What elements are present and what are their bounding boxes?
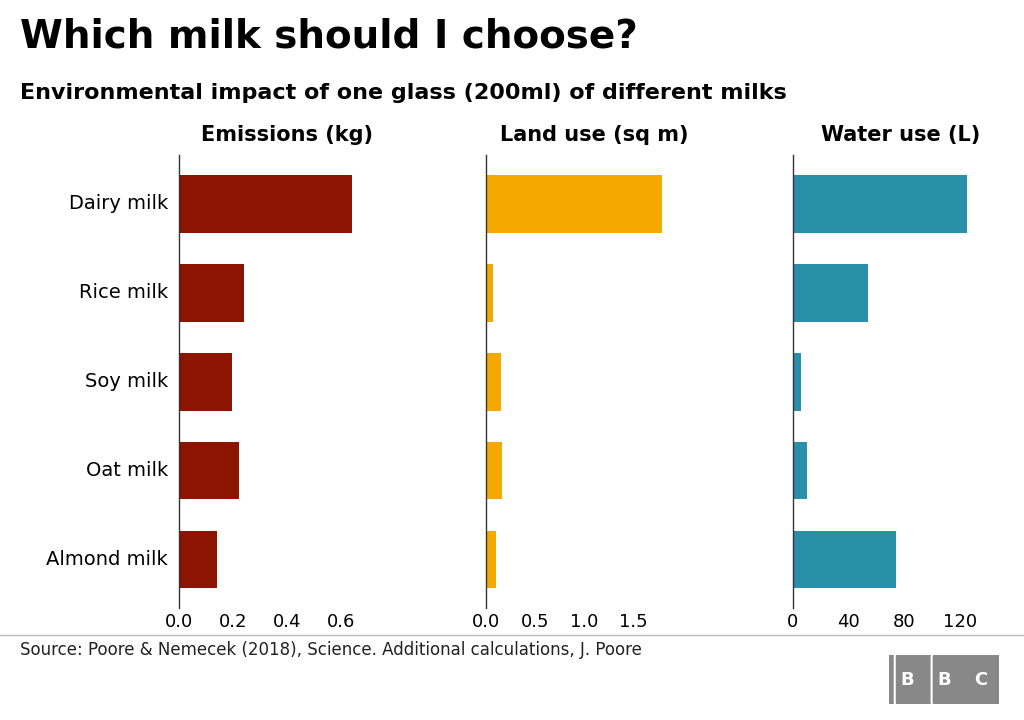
Text: Which milk should I choose?: Which milk should I choose?: [20, 18, 638, 56]
Bar: [486, 264, 493, 322]
Bar: [793, 175, 967, 233]
Text: Environmental impact of one glass (200ml) of different milks: Environmental impact of one glass (200ml…: [20, 83, 787, 103]
Bar: [793, 531, 896, 588]
Bar: [179, 175, 352, 233]
Bar: [486, 353, 501, 410]
Text: Source: Poore & Nemecek (2018), Science. Additional calculations, J. Poore: Source: Poore & Nemecek (2018), Science.…: [20, 641, 642, 659]
Bar: [793, 353, 801, 410]
Title: Land use (sq m): Land use (sq m): [500, 125, 688, 145]
Bar: [179, 264, 244, 322]
Title: Emissions (kg): Emissions (kg): [201, 125, 373, 145]
FancyBboxPatch shape: [932, 643, 1024, 716]
Bar: [179, 353, 231, 410]
Bar: [486, 531, 496, 588]
Bar: [486, 175, 662, 233]
Bar: [793, 264, 868, 322]
Bar: [179, 531, 217, 588]
Text: B: B: [937, 671, 951, 688]
Text: B: B: [900, 671, 914, 688]
FancyBboxPatch shape: [895, 643, 993, 716]
Title: Water use (L): Water use (L): [821, 125, 980, 145]
Text: C: C: [975, 671, 987, 688]
FancyBboxPatch shape: [858, 643, 956, 716]
Bar: [179, 441, 239, 500]
Bar: [486, 441, 502, 500]
Bar: [793, 441, 807, 500]
